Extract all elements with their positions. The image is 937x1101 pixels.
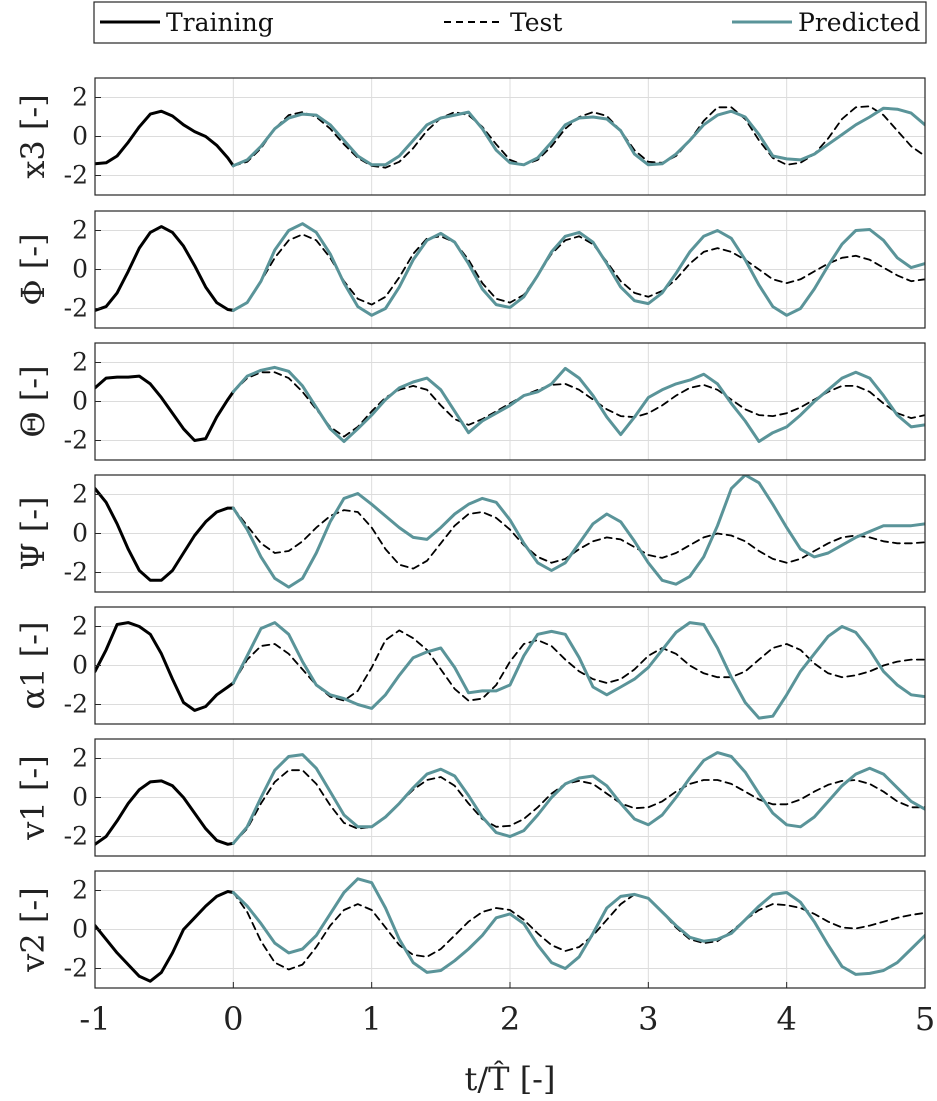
series-line-predicted (231, 106, 925, 168)
x-tick-label: 4 (776, 1000, 796, 1038)
panels: 2 0 -2 x3 [-] 2 0 -2 Φ [-] 2 0 -2 Θ [-] 2 0 -2 Ψ [-] 2 0 -… (14, 77, 926, 989)
series-line-training (95, 109, 235, 168)
panel-5: 2 0 -2 α1 [-] (14, 606, 926, 725)
y-tick-label: -2 (64, 426, 88, 455)
series-line-training (95, 374, 235, 442)
series-line-test (232, 507, 925, 570)
y-tick-label: 0 (72, 387, 88, 416)
series-line-training (95, 225, 235, 312)
panel-1: 2 0 -2 x3 [-] (14, 77, 926, 196)
panel-3: 2 0 -2 Θ [-] (14, 342, 926, 461)
x-tick-label: 0 (223, 1000, 243, 1038)
series-line-predicted (231, 621, 925, 720)
series-line-test (232, 233, 925, 312)
y-axis-title: Φ [-] (14, 233, 52, 305)
y-axis-title: Θ [-] (14, 365, 52, 437)
series-line-training (95, 779, 235, 846)
y-tick-label: 2 (72, 744, 88, 773)
series-line-predicted (231, 751, 925, 845)
y-tick-label: 2 (72, 480, 88, 509)
y-axis-title: v2 [-] (14, 887, 52, 972)
x-tick-label: 2 (500, 1000, 520, 1038)
y-tick-label: -2 (64, 558, 88, 587)
x-tick-label: 5 (915, 1000, 935, 1038)
y-tick-label: 0 (72, 122, 88, 151)
series-line-training (95, 890, 235, 983)
series-line-predicted (231, 877, 925, 976)
y-tick-label: 2 (72, 876, 88, 905)
y-tick-label: 0 (72, 651, 88, 680)
series-line-test (232, 891, 925, 971)
y-tick-label: -2 (64, 822, 88, 851)
series-line-predicted (231, 475, 925, 589)
y-axis-title: α1 [-] (14, 622, 52, 710)
panel-7: 2 0 -2 v2 [-] (14, 870, 926, 989)
x-tick-label: 3 (638, 1000, 658, 1038)
y-axis-title: v1 [-] (14, 755, 52, 840)
x-axis: -1 0 1 2 3 4 5 (79, 982, 935, 1038)
legend-test-label: Test (510, 8, 562, 37)
y-tick-label: -2 (64, 161, 88, 190)
legend-training-label: Training (166, 8, 274, 37)
series-line-training (95, 621, 235, 712)
panel-6: 2 0 -2 v1 [-] (14, 738, 926, 857)
series-line-predicted (231, 222, 925, 317)
panel-2: 2 0 -2 Φ [-] (14, 210, 926, 329)
x-tick-label: 1 (361, 1000, 381, 1038)
y-axis-title: Ψ [-] (14, 496, 52, 570)
panel-4: 2 0 -2 Ψ [-] (14, 474, 926, 593)
x-axis-title: t/T̂ [-] (465, 1060, 556, 1098)
y-tick-label: -2 (64, 690, 88, 719)
y-tick-label: 2 (72, 83, 88, 112)
series-line-training (95, 487, 235, 582)
y-tick-label: 2 (72, 612, 88, 641)
legend-predicted-label: Predicted (798, 8, 920, 37)
y-tick-label: 2 (72, 348, 88, 377)
y-tick-label: 0 (72, 519, 88, 548)
series-line-predicted (231, 365, 925, 443)
series-line-test (232, 371, 925, 438)
y-tick-label: 0 (72, 255, 88, 284)
y-axis-title: x3 [-] (14, 94, 52, 178)
y-tick-label: 0 (72, 915, 88, 944)
y-tick-label: 0 (72, 783, 88, 812)
y-tick-label: -2 (64, 294, 88, 323)
legend: Training Test Predicted (93, 1, 927, 44)
x-tick-label: -1 (79, 1000, 110, 1038)
y-tick-label: 2 (72, 216, 88, 245)
series-line-test (232, 769, 925, 845)
y-tick-label: -2 (64, 954, 88, 983)
